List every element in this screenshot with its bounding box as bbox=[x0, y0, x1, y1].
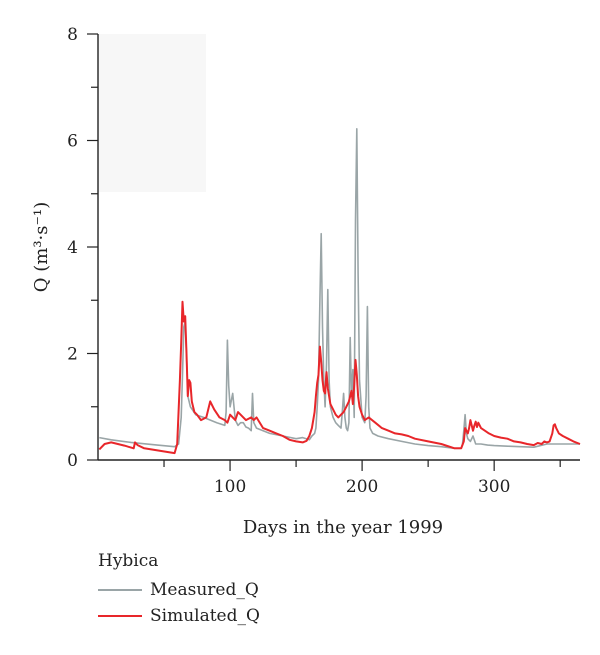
series-line-simulated-q bbox=[98, 300, 581, 455]
series-layer bbox=[98, 128, 581, 455]
x-tick-label: 200 bbox=[346, 477, 378, 497]
x-tick-label: 300 bbox=[478, 477, 510, 497]
plot-shading bbox=[98, 34, 206, 192]
y-tick-label: 4 bbox=[67, 238, 78, 258]
legend: Hybica Measured_Q Simulated_Q bbox=[98, 551, 260, 629]
legend-swatch-measured bbox=[98, 589, 142, 591]
y-tick-label: 6 bbox=[67, 132, 78, 152]
legend-item-measured: Measured_Q bbox=[98, 577, 260, 603]
y-tick-label: 8 bbox=[67, 25, 78, 45]
y-tick-label: 2 bbox=[67, 345, 78, 365]
axes-layer: 0 2 4 6 8 100 200 300 bbox=[67, 25, 580, 497]
legend-item-simulated: Simulated_Q bbox=[98, 603, 260, 629]
x-axis-label: Days in the year 1999 bbox=[243, 517, 443, 538]
legend-title: Hybica bbox=[98, 551, 159, 571]
x-tick-label: 100 bbox=[214, 477, 246, 497]
legend-swatch-simulated bbox=[98, 615, 142, 617]
legend-label-simulated: Simulated_Q bbox=[150, 606, 260, 626]
legend-label-measured: Measured_Q bbox=[150, 580, 259, 600]
y-axis-label: Q (m³·s⁻¹) bbox=[31, 202, 52, 292]
y-tick-label: 0 bbox=[67, 451, 78, 471]
